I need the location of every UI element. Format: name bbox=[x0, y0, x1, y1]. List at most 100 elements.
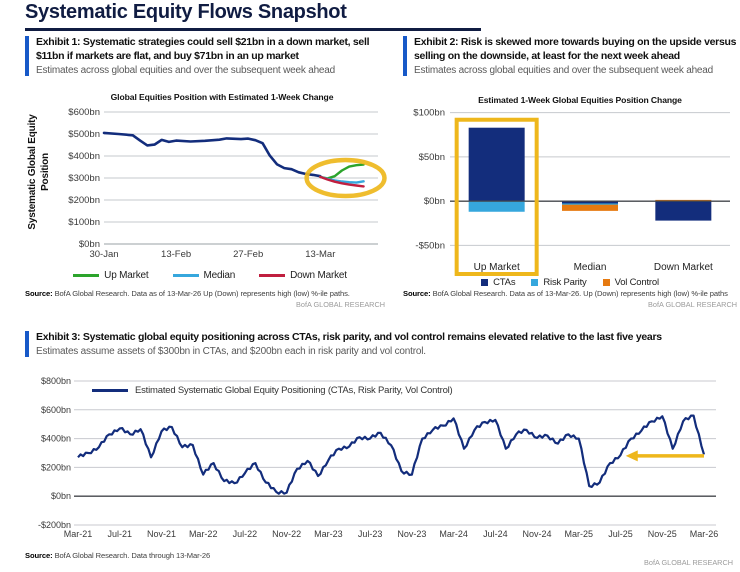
svg-text:$50bn: $50bn bbox=[419, 152, 445, 163]
svg-text:$100bn: $100bn bbox=[413, 108, 445, 119]
svg-text:Jul-21: Jul-21 bbox=[107, 529, 132, 539]
legend-item: Vol Control bbox=[602, 277, 659, 288]
svg-text:Down Market: Down Market bbox=[654, 262, 713, 273]
legend-swatch bbox=[172, 274, 199, 277]
brand-note: BofA GLOBAL RESEARCH bbox=[296, 300, 385, 309]
svg-text:Mar-25: Mar-25 bbox=[565, 529, 594, 539]
svg-text:$200bn: $200bn bbox=[68, 195, 100, 206]
svg-text:13-Feb: 13-Feb bbox=[161, 249, 191, 260]
legend-label: Risk Parity bbox=[543, 277, 587, 288]
exhibit-1-label: Exhibit 1: bbox=[36, 36, 81, 48]
legend-label: CTAs bbox=[493, 277, 516, 288]
svg-text:$600bn: $600bn bbox=[41, 405, 71, 415]
svg-text:Mar-26: Mar-26 bbox=[690, 529, 719, 539]
svg-text:Jul-24: Jul-24 bbox=[483, 529, 508, 539]
accent-bar bbox=[403, 36, 407, 76]
legend-line-swatch bbox=[92, 388, 128, 393]
legend-swatch bbox=[481, 279, 489, 286]
svg-text:Mar-24: Mar-24 bbox=[439, 529, 468, 539]
svg-text:$0bn: $0bn bbox=[79, 239, 100, 250]
exhibit-3-title-text: Systematic global equity positioning acr… bbox=[82, 331, 662, 343]
legend-item: Risk Parity bbox=[531, 277, 587, 288]
svg-text:Nov-22: Nov-22 bbox=[272, 529, 301, 539]
exhibit-2-header: Exhibit 2: Risk is skewed more towards b… bbox=[403, 36, 737, 76]
legend-item: CTAs bbox=[481, 277, 516, 288]
source-prefix: Source: bbox=[25, 551, 53, 560]
exhibit-2-title-text: Risk is skewed more towards buying on th… bbox=[414, 36, 737, 62]
svg-text:$0bn: $0bn bbox=[424, 196, 445, 207]
systematic-positioning-line-chart: $800bn$600bn$400bn$200bn$0bn-$200bnMar-2… bbox=[38, 376, 719, 539]
source-prefix: Source: bbox=[403, 289, 431, 298]
exhibit-2-title: Exhibit 2: Risk is skewed more towards b… bbox=[414, 36, 737, 64]
svg-text:-$200bn: -$200bn bbox=[38, 520, 71, 530]
svg-text:$300bn: $300bn bbox=[68, 173, 100, 184]
exhibit-3-subtitle: Estimates assume assets of $300bn in CTA… bbox=[36, 345, 426, 357]
svg-text:Jul-23: Jul-23 bbox=[358, 529, 383, 539]
svg-text:Nov-24: Nov-24 bbox=[523, 529, 552, 539]
title-underline bbox=[25, 28, 481, 31]
svg-text:Jul-25: Jul-25 bbox=[608, 529, 633, 539]
exhibit-1-title: Exhibit 1: Systematic strategies could s… bbox=[36, 36, 391, 64]
chart-3-legend: Estimated Systematic Global Equity Posit… bbox=[92, 385, 453, 396]
accent-bar bbox=[25, 331, 29, 357]
legend-label: Up Market bbox=[104, 270, 149, 281]
exhibit-2-label: Exhibit 2: bbox=[414, 36, 459, 48]
exhibit-3-header-text: Exhibit 3: Systematic global equity posi… bbox=[36, 331, 662, 357]
legend-item: Up Market bbox=[73, 270, 149, 281]
legend-label: Estimated Systematic Global Equity Posit… bbox=[135, 385, 453, 396]
exhibit-1-title-text: Systematic strategies could sell $21bn i… bbox=[36, 36, 370, 62]
svg-text:Jul-22: Jul-22 bbox=[233, 529, 258, 539]
svg-text:Mar-23: Mar-23 bbox=[314, 529, 343, 539]
svg-text:$600bn: $600bn bbox=[68, 107, 100, 118]
svg-text:Up Market: Up Market bbox=[474, 262, 520, 273]
legend-swatch bbox=[73, 274, 100, 277]
exhibit-2-header-text: Exhibit 2: Risk is skewed more towards b… bbox=[414, 36, 737, 76]
exhibit-2-source: Source: BofA Global Research. Data as of… bbox=[403, 289, 737, 298]
svg-text:$800bn: $800bn bbox=[41, 376, 71, 386]
exhibit-1-header: Exhibit 1: Systematic strategies could s… bbox=[25, 36, 391, 76]
source-text: BofA Global Research. Data through 13-Ma… bbox=[54, 551, 211, 560]
global-equities-position-line-chart: $600bn $500bn $400bn $300bn $200bn $100bn $0bn… bbox=[68, 107, 387, 260]
chart-1-legend: Up Market Median Down Market bbox=[40, 270, 380, 281]
svg-text:$0bn: $0bn bbox=[51, 491, 71, 501]
exhibit-2-subtitle: Estimates across global equities and ove… bbox=[414, 64, 714, 76]
legend-item: Down Market bbox=[259, 270, 347, 281]
svg-text:Mar-22: Mar-22 bbox=[189, 529, 218, 539]
svg-text:$200bn: $200bn bbox=[41, 462, 71, 472]
highlight-box bbox=[454, 117, 539, 276]
chart-1-y-axis-label: Systematic Global Equity Position bbox=[27, 114, 51, 230]
exhibit-3-label: Exhibit 3: bbox=[36, 331, 81, 343]
exhibit-1-subtitle: Estimates across global equities and ove… bbox=[36, 64, 336, 76]
accent-bar bbox=[25, 36, 29, 76]
legend-swatch bbox=[602, 279, 610, 286]
svg-text:Median: Median bbox=[574, 262, 607, 273]
svg-text:Nov-21: Nov-21 bbox=[147, 529, 176, 539]
svg-text:13-Mar: 13-Mar bbox=[305, 249, 335, 260]
exhibit-1-source: Source: BofA Global Research. Data as of… bbox=[25, 289, 387, 298]
source-text: BofA Global Research. Data as of 13-Mar-… bbox=[432, 289, 728, 298]
position-change-bar-chart: $100bn $50bn $0bn -$50bn Up Market Median Down… bbox=[413, 108, 730, 276]
brand-note: BofA GLOBAL RESEARCH bbox=[644, 558, 733, 567]
svg-text:Nov-25: Nov-25 bbox=[648, 529, 677, 539]
svg-text:Mar-21: Mar-21 bbox=[64, 529, 93, 539]
source-text: BofA Global Research. Data as of 13-Mar-… bbox=[54, 289, 350, 298]
exhibit-3-source: Source: BofA Global Research. Data throu… bbox=[25, 551, 525, 560]
chart-2-title: Estimated 1-Week Global Equities Positio… bbox=[478, 95, 682, 105]
svg-text:27-Feb: 27-Feb bbox=[233, 249, 263, 260]
svg-text:$100bn: $100bn bbox=[68, 217, 100, 228]
svg-text:30-Jan: 30-Jan bbox=[89, 249, 118, 260]
legend-label: Vol Control bbox=[614, 277, 659, 288]
chart-1-title: Global Equities Position with Estimated … bbox=[110, 92, 334, 102]
chart-2-legend: CTAs Risk Parity Vol Control bbox=[412, 277, 728, 288]
exhibit-3-title: Exhibit 3: Systematic global equity posi… bbox=[36, 331, 662, 345]
svg-text:$500bn: $500bn bbox=[68, 129, 100, 140]
svg-text:$400bn: $400bn bbox=[41, 434, 71, 444]
legend-swatch bbox=[531, 279, 539, 286]
svg-text:-$50bn: -$50bn bbox=[415, 240, 445, 251]
svg-text:$400bn: $400bn bbox=[68, 151, 100, 162]
legend-label: Down Market bbox=[290, 270, 347, 281]
brand-note: BofA GLOBAL RESEARCH bbox=[648, 300, 737, 309]
legend-item: Median bbox=[172, 270, 235, 281]
exhibit-3-header: Exhibit 3: Systematic global equity posi… bbox=[25, 331, 733, 357]
